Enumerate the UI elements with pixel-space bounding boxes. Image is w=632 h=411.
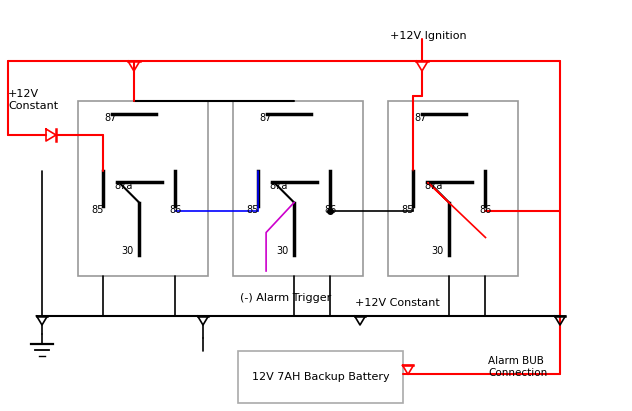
Text: 30: 30: [121, 246, 133, 256]
Bar: [233, 101, 363, 276]
Text: 12V 7AH Backup Battery: 12V 7AH Backup Battery: [252, 372, 389, 382]
Text: 30: 30: [431, 246, 443, 256]
Text: 85: 85: [401, 205, 413, 215]
Text: +12V Constant: +12V Constant: [355, 298, 440, 308]
Text: Alarm BUB
Connection: Alarm BUB Connection: [488, 356, 547, 378]
Text: +12V Ignition: +12V Ignition: [390, 31, 466, 41]
Text: 87: 87: [259, 113, 271, 123]
Text: 30: 30: [276, 246, 288, 256]
Text: (-) Alarm Trigger: (-) Alarm Trigger: [240, 293, 331, 303]
Text: +12V
Constant: +12V Constant: [8, 89, 58, 111]
Text: 87a: 87a: [114, 181, 133, 192]
Text: 86: 86: [324, 205, 336, 215]
Text: 87a: 87a: [269, 181, 288, 192]
Text: 87: 87: [414, 113, 427, 123]
Text: 86: 86: [169, 205, 181, 215]
Text: 85: 85: [91, 205, 104, 215]
Bar: [238, 351, 403, 403]
Text: 87: 87: [104, 113, 116, 123]
Text: 85: 85: [246, 205, 258, 215]
Text: 86: 86: [479, 205, 491, 215]
Text: 87a: 87a: [425, 181, 443, 192]
Bar: [388, 101, 518, 276]
Bar: [78, 101, 208, 276]
